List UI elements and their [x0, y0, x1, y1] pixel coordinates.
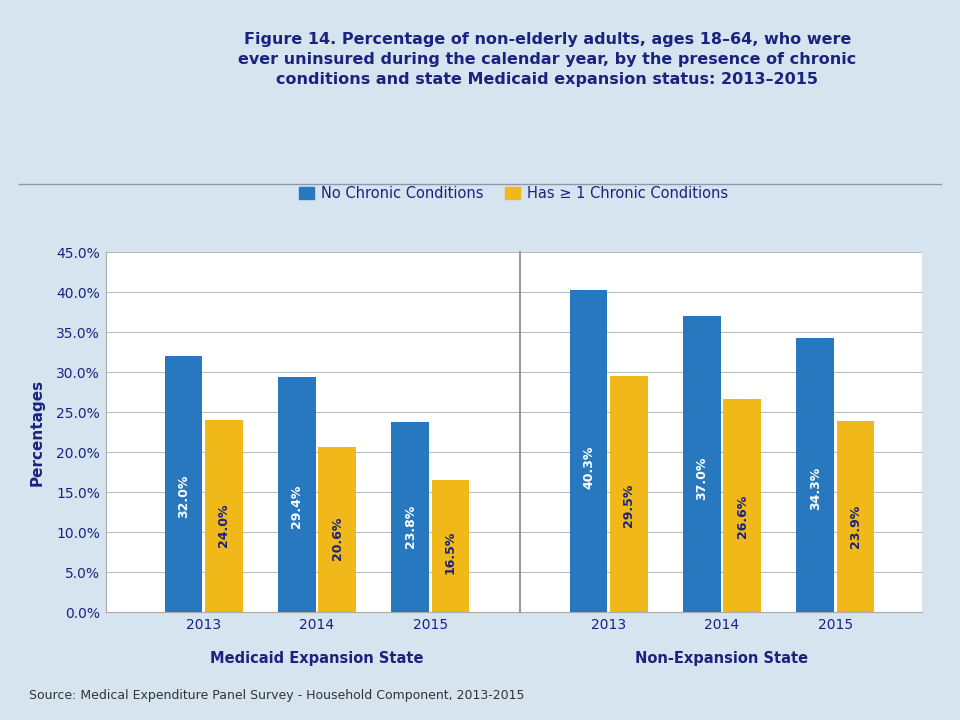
Text: 23.9%: 23.9%	[849, 504, 862, 548]
Bar	[432, 480, 469, 612]
Text: 20.6%: 20.6%	[330, 516, 344, 559]
Text: 37.0%: 37.0%	[695, 457, 708, 500]
Bar	[278, 377, 316, 612]
Text: 26.6%: 26.6%	[735, 495, 749, 538]
Bar	[204, 420, 243, 612]
Text: Medicaid Expansion State: Medicaid Expansion State	[210, 652, 423, 666]
Bar	[392, 422, 429, 612]
Text: 34.3%: 34.3%	[809, 467, 822, 510]
Bar	[797, 338, 834, 612]
Text: 24.0%: 24.0%	[217, 504, 230, 547]
Text: Non-Expansion State: Non-Expansion State	[636, 652, 808, 666]
Text: Source: Medical Expenditure Panel Survey - Household Component, 2013-2015: Source: Medical Expenditure Panel Survey…	[29, 689, 524, 702]
Bar	[318, 447, 356, 612]
Bar	[836, 420, 875, 612]
Text: 29.4%: 29.4%	[291, 485, 303, 528]
Bar	[569, 289, 608, 612]
Bar	[610, 376, 648, 612]
Text: 23.8%: 23.8%	[404, 505, 417, 548]
Bar	[165, 356, 203, 612]
Bar	[723, 399, 761, 612]
Legend: No Chronic Conditions, Has ≥ 1 Chronic Conditions: No Chronic Conditions, Has ≥ 1 Chronic C…	[293, 180, 734, 207]
Y-axis label: Percentages: Percentages	[30, 379, 45, 485]
Text: 32.0%: 32.0%	[177, 475, 190, 518]
Bar	[684, 316, 721, 612]
Text: 40.3%: 40.3%	[582, 445, 595, 489]
Text: 16.5%: 16.5%	[444, 531, 457, 575]
Text: 29.5%: 29.5%	[622, 484, 636, 528]
Text: Figure 14. Percentage of non-elderly adults, ages 18–64, who were
ever uninsured: Figure 14. Percentage of non-elderly adu…	[238, 32, 856, 87]
